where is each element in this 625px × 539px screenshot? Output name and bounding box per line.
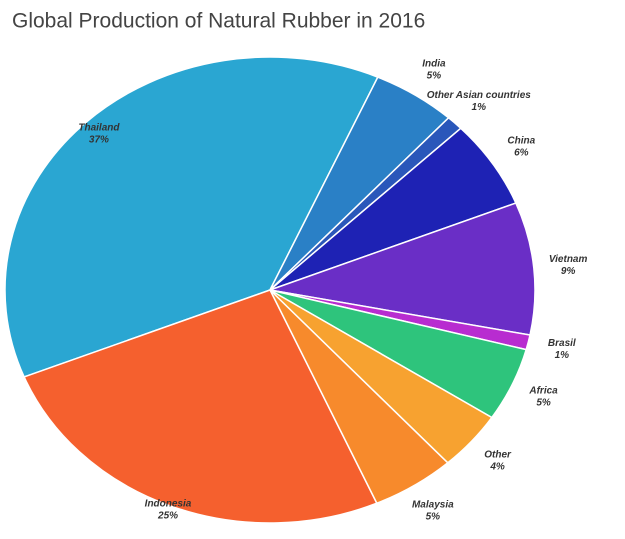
slice-value-label: 6% [514,147,529,158]
slice-label: China [507,135,535,146]
slice-label: Other Asian countries [427,90,532,101]
slice-value-label: 5% [426,512,441,523]
slice-value-label: 1% [555,350,570,361]
pie-slice [23,289,378,524]
slice-label: India [422,58,446,69]
slice-label: Thailand [78,123,120,134]
slice-value-label: 5% [427,70,442,81]
pie-slice [4,56,379,378]
slice-value-label: 5% [536,398,551,409]
slice-value-label: 25% [157,511,178,522]
slice-label: Other [484,450,512,461]
slice-label: Africa [528,386,558,397]
slice-value-label: 4% [489,462,505,473]
slice-value-label: 1% [472,102,487,113]
slice-label: Malaysia [412,500,454,511]
slice-label: Vietnam [549,254,588,265]
slice-value-label: 9% [561,266,576,277]
slice-value-label: 37% [89,135,109,146]
chart-title: Global Production of Natural Rubber in 2… [12,10,425,33]
slice-label: Indonesia [145,499,192,510]
slice-label: Brasil [548,338,576,349]
pie-slice [267,202,536,336]
